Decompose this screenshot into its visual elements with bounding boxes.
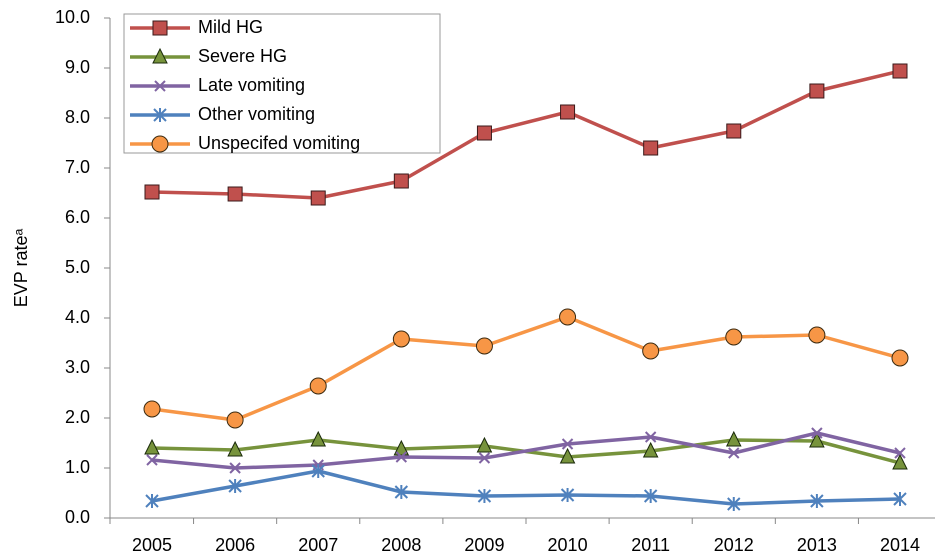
x-tick-label: 2009 xyxy=(464,535,504,555)
point-marker xyxy=(894,447,906,459)
point-marker xyxy=(392,330,410,348)
point-marker xyxy=(143,400,161,418)
legend-label: Late vomiting xyxy=(198,75,305,95)
point-marker xyxy=(809,83,825,99)
point-marker xyxy=(809,431,825,448)
x-tick-label: 2012 xyxy=(714,535,754,555)
point-marker xyxy=(226,411,244,429)
point-marker xyxy=(810,494,824,508)
series-line xyxy=(151,69,901,200)
point-marker xyxy=(394,485,409,499)
point-marker xyxy=(559,447,576,464)
point-marker xyxy=(145,494,159,508)
point-marker xyxy=(311,464,325,478)
point-marker xyxy=(228,479,242,493)
series-line xyxy=(151,431,901,470)
y-tick-label: 4.0 xyxy=(65,307,90,327)
point-marker xyxy=(393,173,409,189)
point-marker xyxy=(560,104,576,120)
x-tick-label: 2014 xyxy=(880,535,920,555)
legend-marker xyxy=(152,20,168,36)
point-marker xyxy=(808,326,826,344)
x-tick-label: 2013 xyxy=(797,535,837,555)
point-marker xyxy=(227,440,243,457)
y-tick-label: 3.0 xyxy=(65,357,90,377)
point-marker xyxy=(309,377,327,395)
point-marker xyxy=(227,186,243,202)
point-marker xyxy=(393,439,410,456)
y-tick-label: 7.0 xyxy=(65,157,90,177)
y-tick-label: 0.0 xyxy=(65,507,90,527)
point-marker xyxy=(144,438,160,455)
y-tick-label: 6.0 xyxy=(65,207,90,227)
point-marker xyxy=(310,190,326,206)
y-tick-label: 9.0 xyxy=(65,57,90,77)
point-marker xyxy=(476,436,493,453)
point-marker xyxy=(475,337,493,355)
y-axis-label: EVP rateᵃ xyxy=(11,229,31,308)
series-line xyxy=(151,315,901,422)
point-marker xyxy=(477,489,492,503)
point-marker xyxy=(893,492,907,506)
series-line xyxy=(151,469,901,506)
point-marker xyxy=(728,447,740,459)
point-marker xyxy=(642,342,660,360)
point-marker xyxy=(476,125,492,141)
point-marker xyxy=(146,454,158,466)
legend-label: Severe HG xyxy=(198,46,287,66)
legend-marker xyxy=(154,80,166,92)
y-tick-label: 8.0 xyxy=(65,107,90,127)
y-tick-label: 1.0 xyxy=(65,457,90,477)
x-tick-label: 2010 xyxy=(548,535,588,555)
point-marker xyxy=(892,63,908,79)
point-marker xyxy=(727,497,741,511)
point-marker xyxy=(310,430,327,447)
y-tick-label: 5.0 xyxy=(65,257,90,277)
point-marker xyxy=(560,488,575,502)
legend-label: Mild HG xyxy=(198,17,263,37)
x-tick-label: 2011 xyxy=(631,535,670,555)
legend xyxy=(123,13,441,154)
legend-marker xyxy=(152,47,168,64)
y-tick-label: 10.0 xyxy=(55,7,90,27)
point-marker xyxy=(726,123,742,139)
point-marker xyxy=(892,453,908,470)
point-marker xyxy=(725,328,743,346)
point-marker xyxy=(559,308,577,326)
x-tick-label: 2005 xyxy=(132,535,172,555)
point-marker xyxy=(643,140,659,156)
x-tick-label: 2006 xyxy=(215,535,255,555)
point-marker xyxy=(644,431,657,443)
y-tick-label: 2.0 xyxy=(65,407,90,427)
point-marker xyxy=(478,452,491,464)
point-marker xyxy=(891,349,909,367)
legend-marker xyxy=(151,135,169,153)
point-marker xyxy=(811,427,823,439)
point-marker xyxy=(395,451,408,463)
point-marker xyxy=(643,489,658,503)
point-marker xyxy=(642,441,659,458)
legend-label: Unspecifed vomiting xyxy=(198,133,360,153)
point-marker xyxy=(229,462,241,474)
point-marker xyxy=(144,184,160,200)
x-tick-label: 2008 xyxy=(381,535,421,555)
point-marker xyxy=(725,430,742,447)
legend-label: Other vomiting xyxy=(198,104,315,124)
legend-marker xyxy=(153,108,167,122)
point-marker xyxy=(561,438,574,450)
x-tick-label: 2007 xyxy=(298,535,338,555)
